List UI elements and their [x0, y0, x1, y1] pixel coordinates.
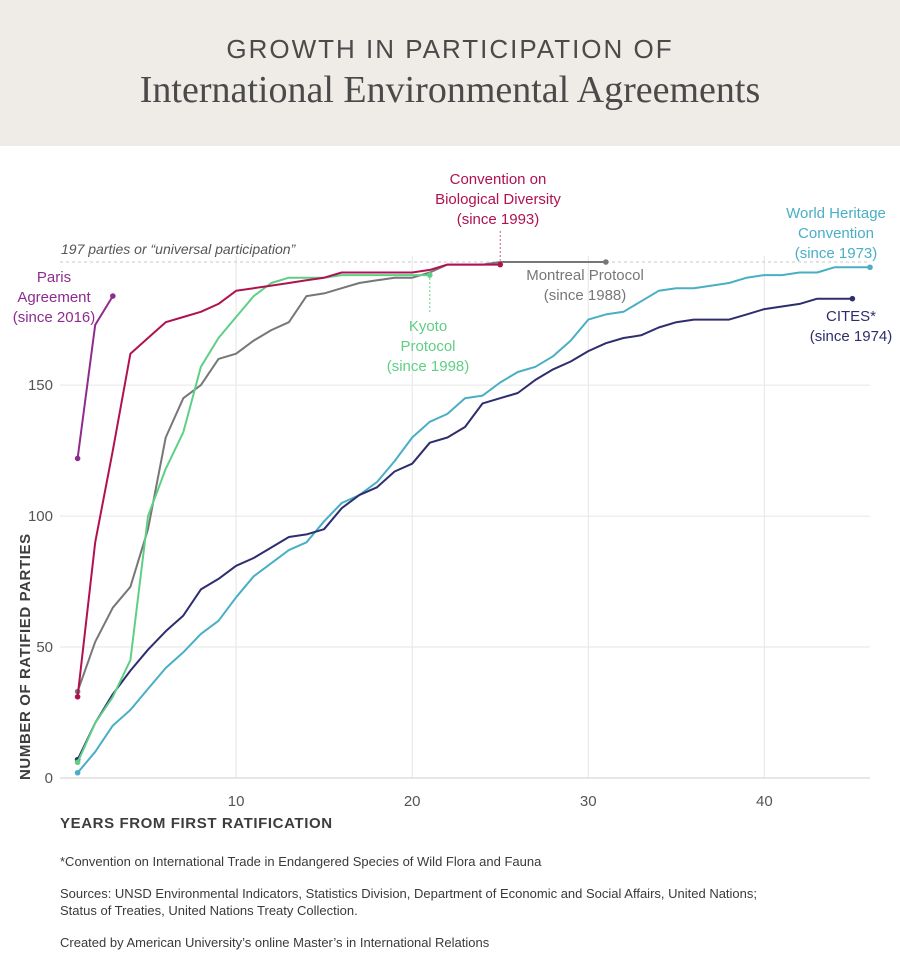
series-line-kyoto-protocol-since-1998 — [76, 274, 431, 764]
series-end-point — [603, 259, 609, 265]
series-start-point — [74, 759, 81, 766]
series-start-point — [74, 769, 81, 776]
series-line-paris-agreement-since-2016 — [76, 295, 114, 460]
series-label-convention-on-biological-diversity-since-1993: (since 1993) — [457, 211, 540, 228]
series-label-convention-on-biological-diversity-since-1993: Convention on — [450, 171, 547, 188]
series-label-cites-since-1974: CITES* — [826, 308, 876, 325]
reference-line-label: 197 parties or “universal participation” — [61, 241, 297, 257]
series-label-world-heritage-convention-since-1973: World Heritage — [786, 205, 886, 222]
series-label-paris-agreement-since-2016: (since 2016) — [13, 309, 96, 326]
y-tick-label: 0 — [45, 770, 53, 787]
series-label-world-heritage-convention-since-1973: (since 1973) — [795, 245, 878, 262]
series-start-point — [74, 694, 81, 700]
series-label-cites-since-1974: (since 1974) — [810, 328, 893, 345]
x-tick-label: 40 — [756, 793, 773, 810]
y-tick-label: 50 — [36, 639, 53, 656]
series-label-montreal-protocol-since-1988: (since 1988) — [544, 287, 627, 304]
series-label-convention-on-biological-diversity-since-1993: Biological Diversity — [435, 191, 561, 208]
series-end-point — [497, 261, 504, 268]
x-axis-label: YEARS FROM FIRST RATIFICATION — [60, 815, 333, 832]
x-tick-label: 10 — [228, 793, 245, 810]
series-label-kyoto-protocol-since-1998: (since 1998) — [387, 358, 470, 375]
series-line-cites-since-1974 — [76, 297, 854, 761]
series-start-point — [74, 455, 81, 462]
series-label-world-heritage-convention-since-1973: Convention — [798, 225, 874, 242]
footnote-sources: Sources: UNSD Environmental Indicators, … — [60, 886, 758, 918]
series-end-point — [867, 264, 873, 271]
series-label-paris-agreement-since-2016: Paris — [37, 269, 71, 286]
title-upper: GROWTH IN PARTICIPATION OF — [226, 34, 674, 64]
series-label-paris-agreement-since-2016: Agreement — [17, 289, 91, 306]
series-line-convention-on-biological-diversity-since-1993 — [76, 263, 502, 698]
x-tick-label: 30 — [580, 793, 597, 810]
series-end-point — [849, 295, 856, 302]
x-tick-label: 20 — [404, 793, 421, 810]
series-line-world-heritage-convention-since-1973 — [76, 266, 871, 774]
y-tick-label: 100 — [28, 508, 53, 525]
series-label-kyoto-protocol-since-1998: Kyoto — [409, 318, 447, 335]
y-tick-label: 150 — [28, 377, 53, 394]
page-title: International Environmental Agreements — [139, 69, 761, 111]
footnote-credit: Created by American University’s online … — [60, 935, 490, 950]
series-label-montreal-protocol-since-1988: Montreal Protocol — [526, 267, 644, 284]
series-end-point — [110, 293, 116, 299]
series-end-point — [426, 272, 433, 278]
series-line-montreal-protocol-since-1988 — [76, 261, 607, 693]
footnote-cites: *Convention on International Trade in En… — [60, 854, 542, 869]
series-label-kyoto-protocol-since-1998: Protocol — [400, 338, 455, 355]
header-banner: GROWTH IN PARTICIPATION OF International… — [0, 0, 900, 146]
y-axis-label: NUMBER OF RATIFIED PARTIES — [17, 533, 34, 780]
